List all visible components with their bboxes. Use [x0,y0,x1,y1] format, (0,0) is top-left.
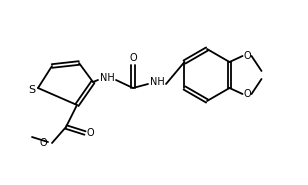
Text: NH: NH [150,77,164,87]
Text: O: O [244,51,251,61]
Text: S: S [28,85,35,95]
Text: O: O [86,128,94,138]
Text: NH: NH [99,73,114,83]
Text: O: O [39,138,47,148]
Text: O: O [244,89,251,99]
Text: O: O [129,53,137,63]
